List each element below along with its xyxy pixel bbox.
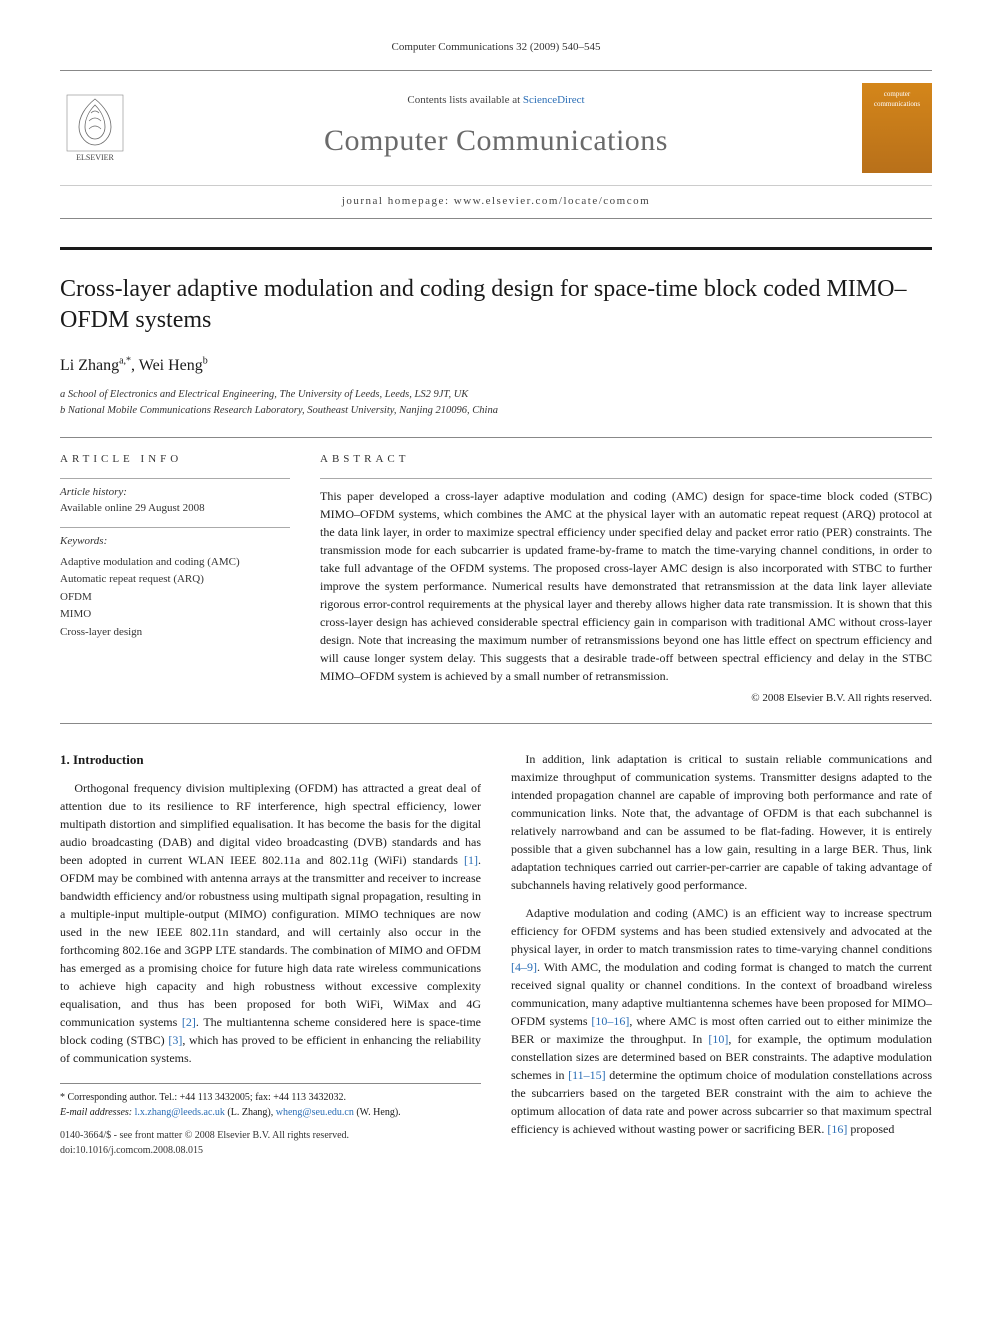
- front-matter-line: 0140-3664/$ - see front matter © 2008 El…: [60, 1128, 349, 1143]
- affiliation-b: b National Mobile Communications Researc…: [60, 403, 932, 419]
- para1-text-b: . OFDM may be combined with antenna arra…: [60, 853, 481, 1029]
- rule-below-abstract: [60, 723, 932, 724]
- author-2: , Wei Heng: [131, 357, 203, 374]
- article-info-heading: ARTICLE INFO: [60, 452, 290, 468]
- journal-header-inner: ELSEVIER Contents lists available at Sci…: [60, 71, 932, 186]
- cover-label: computer communications: [866, 89, 928, 109]
- keywords-list: Adaptive modulation and coding (AMC) Aut…: [60, 554, 290, 642]
- author-2-sup: b: [203, 356, 208, 367]
- publisher-name: ELSEVIER: [76, 153, 114, 162]
- body-paragraph: Orthogonal frequency division multiplexi…: [60, 779, 481, 1067]
- article-info-column: ARTICLE INFO Article history: Available …: [60, 452, 290, 707]
- keyword-item: Cross-layer design: [60, 624, 290, 642]
- article-title: Cross-layer adaptive modulation and codi…: [60, 274, 932, 336]
- body-paragraph: In addition, link adaptation is critical…: [511, 750, 932, 894]
- authors-line: Li Zhanga,*, Wei Hengb: [60, 354, 932, 377]
- citation-header: Computer Communications 32 (2009) 540–54…: [60, 40, 932, 56]
- email-line: E-mail addresses: l.x.zhang@leeds.ac.uk …: [60, 1105, 481, 1120]
- email-label: E-mail addresses:: [60, 1107, 135, 1118]
- section-1-heading: 1. Introduction: [60, 750, 481, 770]
- rule-above-info: [60, 437, 932, 438]
- journal-cover-thumbnail: computer communications: [862, 83, 932, 173]
- keyword-item: OFDM: [60, 589, 290, 607]
- journal-homepage-line: journal homepage: www.elsevier.com/locat…: [60, 186, 932, 218]
- rule-above-title: [60, 247, 932, 250]
- keyword-item: Automatic repeat request (ARQ): [60, 571, 290, 589]
- page-container: Computer Communications 32 (2009) 540–54…: [0, 0, 992, 1198]
- footnote-block: * Corresponding author. Tel.: +44 113 34…: [60, 1083, 481, 1120]
- keyword-item: MIMO: [60, 606, 290, 624]
- abstract-copyright: © 2008 Elsevier B.V. All rights reserved…: [320, 691, 932, 707]
- author-1-sup: a,*: [119, 356, 131, 367]
- cite-link[interactable]: [2]: [182, 1015, 196, 1029]
- cite-link[interactable]: [16]: [827, 1122, 847, 1136]
- para1-text: Orthogonal frequency division multiplexi…: [60, 781, 481, 867]
- header-center: Contents lists available at ScienceDirec…: [146, 93, 846, 162]
- sciencedirect-link[interactable]: ScienceDirect: [523, 94, 585, 106]
- abstract-heading: ABSTRACT: [320, 452, 932, 468]
- cite-link[interactable]: [3]: [168, 1033, 182, 1047]
- para3-a: Adaptive modulation and coding (AMC) is …: [511, 906, 932, 956]
- affiliation-a: a School of Electronics and Electrical E…: [60, 387, 932, 403]
- cite-link[interactable]: [10–16]: [591, 1014, 629, 1028]
- publisher-logo: ELSEVIER: [60, 88, 130, 168]
- author-1: Li Zhang: [60, 357, 119, 374]
- doi-line: doi:10.1016/j.comcom.2008.08.015: [60, 1143, 349, 1158]
- journal-name: Computer Communications: [146, 119, 846, 163]
- cite-link[interactable]: [11–15]: [568, 1068, 606, 1082]
- affiliations-block: a School of Electronics and Electrical E…: [60, 387, 932, 419]
- info-abstract-row: ARTICLE INFO Article history: Available …: [60, 452, 932, 707]
- journal-header-box: ELSEVIER Contents lists available at Sci…: [60, 70, 932, 219]
- keywords-block: Keywords: Adaptive modulation and coding…: [60, 527, 290, 652]
- email-link-1[interactable]: l.x.zhang@leeds.ac.uk: [135, 1107, 225, 1118]
- article-history-block: Article history: Available online 29 Aug…: [60, 478, 290, 527]
- corresponding-author: * Corresponding author. Tel.: +44 113 34…: [60, 1090, 481, 1105]
- email1-who: (L. Zhang),: [225, 1107, 276, 1118]
- para3-f: proposed: [847, 1122, 894, 1136]
- body-two-columns: 1. Introduction Orthogonal frequency div…: [60, 750, 932, 1159]
- history-text: Available online 29 August 2008: [60, 501, 290, 517]
- contents-available-line: Contents lists available at ScienceDirec…: [146, 93, 846, 109]
- email2-who: (W. Heng).: [354, 1107, 401, 1118]
- contents-text: Contents lists available at: [407, 94, 522, 106]
- footer-row: 0140-3664/$ - see front matter © 2008 El…: [60, 1128, 481, 1158]
- abstract-body: This paper developed a cross-layer adapt…: [320, 478, 932, 685]
- cite-link[interactable]: [1]: [464, 853, 478, 867]
- cite-link[interactable]: [4–9]: [511, 960, 537, 974]
- history-label: Article history:: [60, 485, 290, 501]
- keyword-item: Adaptive modulation and coding (AMC): [60, 554, 290, 572]
- keywords-label: Keywords:: [60, 534, 290, 550]
- footer-left-col: 0140-3664/$ - see front matter © 2008 El…: [60, 1128, 349, 1158]
- email-link-2[interactable]: wheng@seu.edu.cn: [276, 1107, 354, 1118]
- body-paragraph: Adaptive modulation and coding (AMC) is …: [511, 904, 932, 1138]
- cite-link[interactable]: [10]: [708, 1032, 728, 1046]
- abstract-column: ABSTRACT This paper developed a cross-la…: [320, 452, 932, 707]
